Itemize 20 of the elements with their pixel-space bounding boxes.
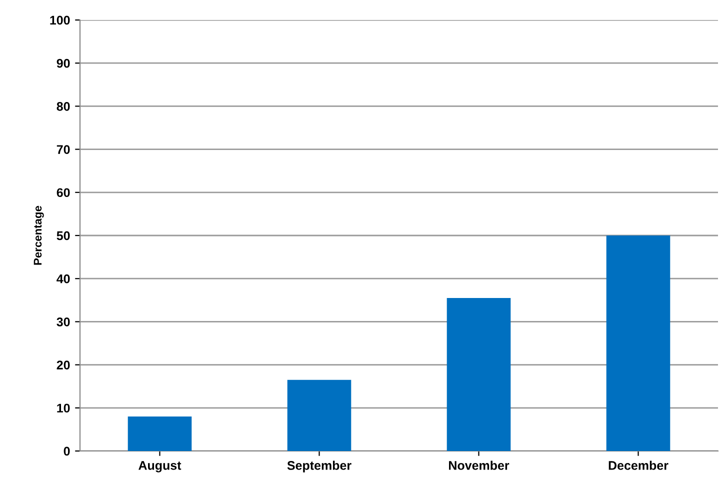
x-tick-label: August — [138, 461, 182, 472]
y-tick-label: 90 — [56, 58, 70, 68]
bar — [287, 380, 352, 451]
y-tick-label: 80 — [56, 102, 70, 111]
x-tick-label: September — [287, 460, 352, 472]
bar — [446, 298, 511, 451]
y-tick-label: 70 — [56, 145, 70, 154]
y-tick-label: 100 — [50, 16, 70, 25]
y-tick-label: 40 — [56, 274, 70, 284]
y-tick-label: 20 — [56, 360, 70, 370]
x-tick-label: November — [449, 460, 510, 470]
y-axis-title: Percentage — [34, 206, 44, 265]
y-tick-label: 50 — [56, 231, 70, 240]
x-tick-label: December — [608, 460, 668, 470]
y-tick-label: 60 — [56, 188, 70, 198]
bar — [128, 416, 192, 451]
y-tick-label: 0 — [64, 446, 70, 456]
y-tick-label: 30 — [56, 318, 70, 326]
y-tick-label: 10 — [57, 404, 70, 413]
bar — [606, 236, 670, 451]
